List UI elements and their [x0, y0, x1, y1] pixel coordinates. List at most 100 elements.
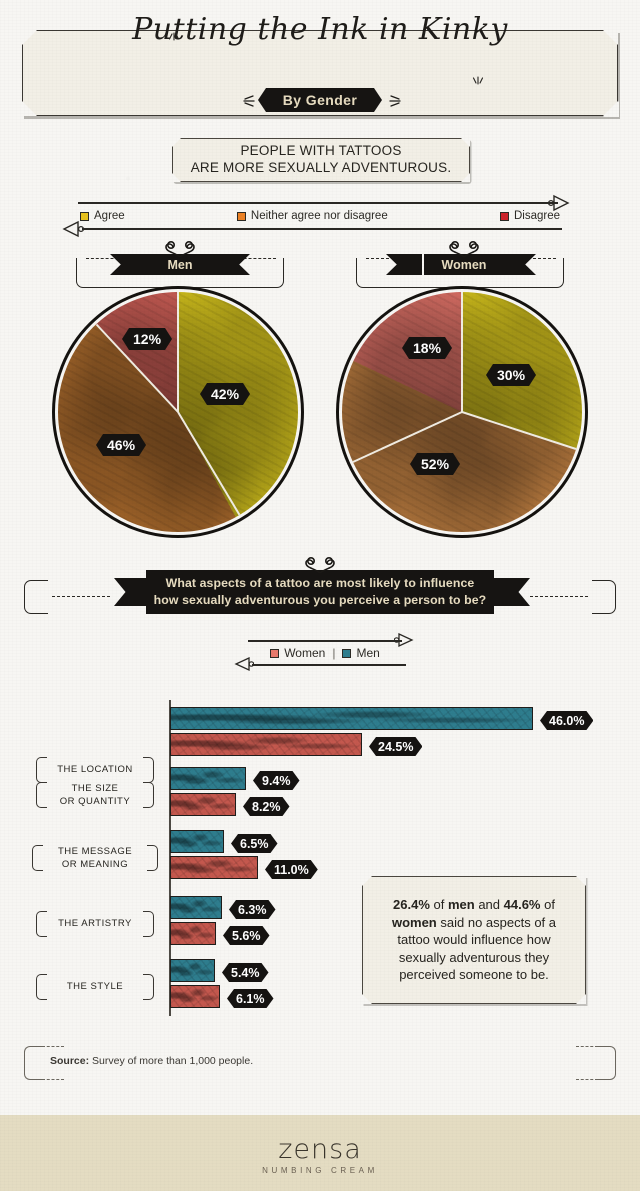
page-title: Putting the Ink in Kinky [132, 12, 508, 47]
bracket-left-artistry [36, 911, 47, 937]
women-pct-agree: 30% [486, 364, 536, 386]
question-ornament-icon [298, 556, 342, 579]
source-label: Source: [50, 1055, 90, 1067]
bar-men-location [170, 707, 533, 730]
bar-texture [171, 768, 245, 789]
legend-item-neither: Neither agree nor disagree [236, 210, 388, 222]
women-bracket-dash-left [366, 258, 414, 260]
source-bracket-right [598, 1046, 616, 1080]
question-line-1: What aspects of a tattoo are most likely… [165, 576, 475, 591]
by-gender-banner: By Gender [258, 88, 382, 112]
statement-corner-tl [172, 138, 181, 147]
swatch-disagree [499, 211, 509, 221]
bar-category-size: THE SIZE OR QUANTITY [36, 778, 154, 812]
brand-name: zensa [278, 1134, 362, 1165]
arrow-icon-right [547, 194, 570, 215]
legend-rule-bottom [82, 228, 562, 230]
bar-texture [171, 794, 235, 815]
bar-value-men-size: 9.4% [253, 771, 300, 790]
source-note: Source: Survey of more than 1,000 people… [50, 1055, 253, 1067]
bar-women-style [170, 985, 220, 1008]
legend-item-agree: Agree [80, 210, 125, 222]
bar-texture [171, 923, 215, 944]
bar-legend-rule-bottom [252, 664, 406, 666]
women-bracket-dash-right [508, 258, 556, 260]
arrow-icon-left [62, 220, 85, 241]
men-bracket-dash-right [224, 258, 276, 260]
men-pct-neither: 46% [96, 434, 146, 456]
question-line-2: how sexually adventurous you perceive a … [153, 593, 487, 607]
women-group-label: Women [424, 254, 504, 275]
bar-category-label-style-1: THE STYLE [66, 981, 124, 993]
bar-women-size [170, 793, 236, 816]
swatch-agree [80, 211, 89, 221]
bracket-right-style [143, 974, 154, 1000]
bar-value-women-location: 24.5% [369, 737, 422, 756]
statement-line-1: PEOPLE WITH TATTOOS [240, 143, 402, 159]
statement-box: PEOPLE WITH TATTOOS ARE MORE SEXUALLY AD… [172, 138, 470, 182]
question-bracket-left [24, 580, 48, 614]
callout-box: 26.4% of men and 44.6% of women said no … [362, 876, 586, 1004]
brand-tagline: NUMBING CREAM [262, 1166, 378, 1175]
women-flag-right [500, 254, 536, 275]
sparkle-icon-right [470, 75, 486, 94]
men-flag-left [110, 254, 146, 275]
question-banner: What aspects of a tattoo are most likely… [146, 570, 494, 614]
source-dash-br [576, 1079, 598, 1080]
legend-item-disagree: Disagree [499, 210, 560, 222]
women-pct-disagree: 18% [402, 337, 452, 359]
bar-legend-label-men: Men [356, 646, 380, 660]
bar-men-message [170, 830, 224, 853]
bar-value-women-style: 6.1% [227, 989, 274, 1008]
bar-category-style: THE STYLE [36, 973, 154, 1001]
bar-men-style [170, 959, 215, 982]
bar-category-label-message-1: THE MESSAGE [57, 845, 133, 857]
bracket-left-message [32, 845, 43, 871]
statement-corner-br [461, 173, 470, 182]
question-bracket-right [592, 580, 616, 614]
bar-legend: Women | Men [232, 644, 418, 662]
bracket-right-message [147, 845, 158, 871]
statement-corner-bl [172, 173, 181, 182]
bracket-right-artistry [143, 911, 154, 937]
men-flag-right [214, 254, 250, 275]
legend-label-agree: Agree [94, 210, 125, 222]
women-flag-left [386, 254, 422, 275]
swatch-men [342, 648, 352, 658]
bar-texture [171, 960, 214, 981]
bar-category-label-message-2: OR MEANING [61, 859, 129, 870]
bar-legend-rule-top [248, 640, 402, 642]
legend-rule-top [78, 202, 558, 204]
bar-value-women-message: 11.0% [265, 860, 318, 879]
burst-icon-right [388, 92, 404, 113]
source-dash-tl [42, 1046, 64, 1047]
question-dash-left [52, 596, 110, 597]
legend-label-neither: Neither agree nor disagree [250, 210, 388, 222]
men-ornament-icon [158, 240, 202, 263]
bracket-right-size [143, 782, 154, 808]
source-dash-tr [576, 1046, 598, 1047]
women-ornament-icon [442, 240, 486, 263]
men-group-label: Men [144, 254, 216, 275]
swatch-neither [236, 211, 246, 221]
bar-legend-arrow-right-icon [393, 632, 414, 651]
bar-category-label-location-1: THE LOCATION [57, 764, 133, 776]
sparkle-icon-left [166, 26, 182, 45]
footer-band [0, 1115, 640, 1191]
bar-value-men-artistry: 6.3% [229, 900, 276, 919]
men-pct-disagree: 12% [122, 328, 172, 350]
pie-legend: Agree Neither agree nor disagree Disagre… [80, 206, 560, 226]
statement-line-2: ARE MORE SEXUALLY ADVENTUROUS. [190, 160, 452, 175]
bar-value-men-style: 5.4% [222, 963, 269, 982]
source-value: Survey of more than 1,000 people. [89, 1055, 254, 1067]
bracket-left-size [36, 782, 47, 808]
bar-value-women-size: 8.2% [243, 797, 290, 816]
women-pie-chart [342, 292, 582, 532]
callout-corner-tl [362, 876, 372, 886]
question-flag-right [494, 578, 530, 606]
question-flag-left [114, 578, 150, 606]
women-pct-neither: 52% [410, 453, 460, 475]
brand-logo: zensa NUMBING CREAM [0, 1134, 640, 1175]
bar-category-label-artistry-1: THE ARTISTRY [58, 918, 132, 930]
men-pie-chart [58, 292, 298, 532]
